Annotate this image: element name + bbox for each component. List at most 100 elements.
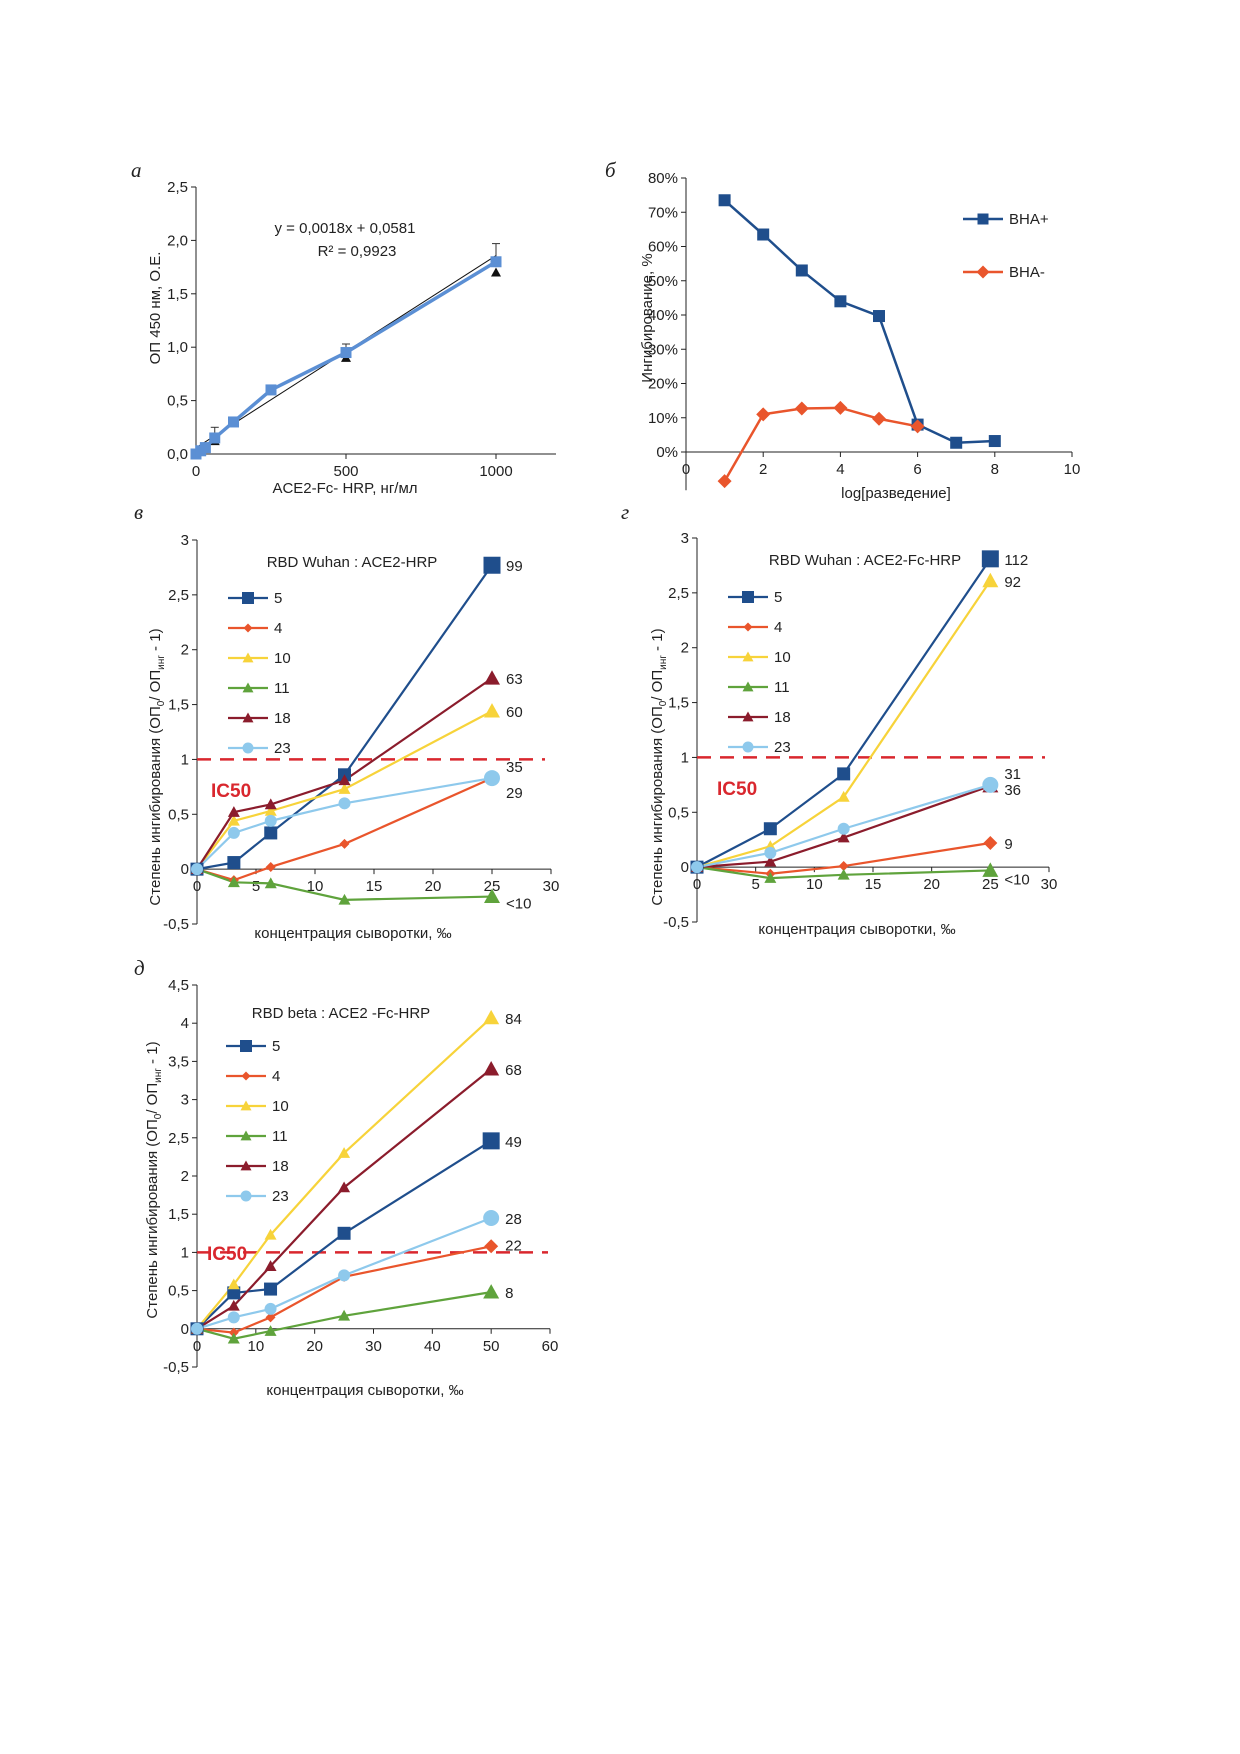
x-axis-label: log[разведение] xyxy=(841,485,951,502)
y-tick-label: 0% xyxy=(656,444,678,461)
panel-d-plot: -0,500,511,522,533,544,50 10 20 30 40 50 60492… xyxy=(163,977,558,1376)
x-tick-label: 20 xyxy=(306,1338,323,1355)
legend-marker xyxy=(242,712,254,723)
legend-marker xyxy=(742,711,754,722)
x-tick-label: 6 xyxy=(913,461,921,478)
data-point xyxy=(228,416,239,428)
panel-letter-a: а xyxy=(131,158,142,182)
y-tick-label: 2 xyxy=(181,1168,189,1185)
legend-marker xyxy=(742,591,754,603)
x-tick-label: 20 xyxy=(923,876,940,893)
data-point xyxy=(837,831,850,843)
data-point xyxy=(227,1278,240,1290)
data-point xyxy=(482,1132,500,1150)
y-tick-label: 1,5 xyxy=(167,286,188,303)
data-point xyxy=(227,1311,240,1324)
y-tick-label: 2,5 xyxy=(167,179,188,196)
panel-a-plot: 0,0 0,5 1,0 1,5 2,0 2,5 0 500 1000 xyxy=(167,179,556,480)
end-label: 112 xyxy=(1004,552,1028,569)
legend-label: 23 xyxy=(274,740,291,757)
x-tick-label: 25 xyxy=(982,876,999,893)
chart-title: RBD Wuhan : ACE2-HRP xyxy=(267,554,438,571)
data-point xyxy=(483,1061,500,1076)
legend-label: 5 xyxy=(272,1038,280,1055)
y-tick-label: 40% xyxy=(648,307,678,324)
x-tick-label: 2 xyxy=(759,461,767,478)
series-line-18 xyxy=(696,784,991,869)
x-tick-label: 0 xyxy=(682,461,690,478)
y-axis-label: Степень ингибирования (ОП0/ ОПинг - 1) xyxy=(147,628,167,905)
end-label: 49 xyxy=(505,1134,522,1151)
end-label: 92 xyxy=(1004,574,1021,591)
panel-letter-v: в xyxy=(134,500,143,524)
y-tick-label: 0,5 xyxy=(668,804,689,821)
x-tick-label: 15 xyxy=(865,876,882,893)
data-point xyxy=(264,1260,277,1271)
y-tick-label: 3 xyxy=(181,532,189,549)
y-tick-label: 4,5 xyxy=(168,977,189,994)
legend-label: 23 xyxy=(272,1188,289,1205)
y-tick-label: 60% xyxy=(648,239,678,256)
y-tick-label: 2,5 xyxy=(668,585,689,602)
data-point xyxy=(191,863,203,876)
legend-label: 10 xyxy=(774,649,791,666)
y-tick-label: 70% xyxy=(648,204,678,221)
legend-label: 18 xyxy=(774,709,791,726)
y-tick-label: 50% xyxy=(648,273,678,290)
x-tick-label: 10 xyxy=(247,1338,264,1355)
data-point xyxy=(691,861,703,874)
data-point xyxy=(795,264,808,277)
legend-marker xyxy=(240,1130,252,1141)
y-tick-label: 3,5 xyxy=(168,1053,189,1070)
end-label: 28 xyxy=(505,1211,522,1228)
data-point xyxy=(264,798,277,810)
data-point xyxy=(337,1226,351,1240)
y-tick-label: 10% xyxy=(648,410,678,427)
end-label: 60 xyxy=(506,704,523,721)
x-tick-label: 20 xyxy=(425,878,442,895)
series-line-5 xyxy=(696,558,992,869)
x-tick-label: 10 xyxy=(1064,461,1081,478)
data-point xyxy=(264,814,277,827)
legend-marker xyxy=(242,592,254,604)
x-tick-label: 40 xyxy=(424,1338,441,1355)
y-tick-label: 2,0 xyxy=(167,232,188,249)
data-point xyxy=(484,1239,499,1254)
y-tick-label: 0 xyxy=(681,859,689,876)
y-tick-label: 2,5 xyxy=(168,1130,189,1147)
panel-b: б 0% 10% 20% 30% 40% 50% 60% 70% 80% 0 2 4 6 8 10 ВНА+ В… xyxy=(605,158,1080,502)
panel-letter-g: г xyxy=(621,500,629,524)
fit-equation: y = 0,0018x + 0,0581 xyxy=(275,220,416,237)
panel-g-plot: -0,500,511,522,530 5 10 15 20 25 30112992<1036… xyxy=(663,530,1057,931)
data-point xyxy=(763,822,777,836)
legend-label: 18 xyxy=(272,1158,289,1175)
data-point xyxy=(910,419,925,434)
data-point xyxy=(227,1332,240,1344)
y-tick-label: 1,5 xyxy=(168,1206,189,1223)
data-point xyxy=(484,888,500,903)
data-point xyxy=(982,572,999,588)
series-line-10 xyxy=(696,580,992,869)
data-point xyxy=(833,400,848,415)
fit-r-squared: R² = 0,9923 xyxy=(318,243,397,260)
data-point xyxy=(718,194,731,207)
x-tick-label: 5 xyxy=(751,876,759,893)
chart-title: RBD beta : ACE2 -Fc-HRP xyxy=(252,1005,430,1022)
y-axis-label: ОП 450 нм, О.Е. xyxy=(147,252,164,365)
end-label: 84 xyxy=(505,1011,522,1028)
data-point xyxy=(717,474,732,489)
data-point xyxy=(484,670,500,685)
data-point xyxy=(872,411,886,426)
x-tick-label: 4 xyxy=(836,461,844,478)
data-point xyxy=(338,1269,351,1282)
series-line-4 xyxy=(696,841,991,875)
data-point xyxy=(338,1147,351,1158)
data-point xyxy=(483,1284,500,1299)
end-label: 36 xyxy=(1004,782,1021,799)
x-tick-label: 10 xyxy=(806,876,823,893)
y-tick-label: 0,5 xyxy=(168,806,189,823)
x-tick-label: 10 xyxy=(307,878,324,895)
legend-label: 4 xyxy=(272,1068,280,1085)
panel-letter-d: д xyxy=(134,956,145,980)
y-tick-label: -0,5 xyxy=(663,914,689,931)
